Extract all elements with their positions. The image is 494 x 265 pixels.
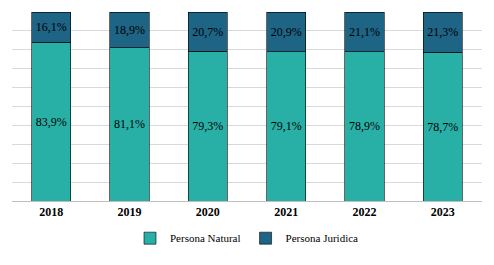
svg-text:79,3%: 79,3% <box>192 119 223 133</box>
svg-text:20,9%: 20,9% <box>271 25 302 39</box>
svg-text:2023: 2023 <box>431 205 455 219</box>
svg-text:83,9%: 83,9% <box>36 115 67 129</box>
svg-text:81,1%: 81,1% <box>114 117 145 131</box>
svg-text:2018: 2018 <box>39 205 63 219</box>
svg-text:79,1%: 79,1% <box>271 119 302 133</box>
svg-text:78,9%: 78,9% <box>349 119 380 133</box>
svg-text:18,9%: 18,9% <box>114 23 145 37</box>
svg-text:2019: 2019 <box>118 205 142 219</box>
svg-text:2022: 2022 <box>353 205 377 219</box>
svg-text:21,3%: 21,3% <box>427 25 458 39</box>
svg-text:Persona Natural: Persona Natural <box>170 232 241 244</box>
svg-text:Persona Juridica: Persona Juridica <box>286 232 359 244</box>
svg-text:16,1%: 16,1% <box>36 20 67 34</box>
svg-text:20,7%: 20,7% <box>192 25 223 39</box>
svg-text:21,1%: 21,1% <box>349 25 380 39</box>
svg-text:78,7%: 78,7% <box>427 120 458 134</box>
svg-text:2020: 2020 <box>196 205 220 219</box>
svg-text:2021: 2021 <box>274 205 298 219</box>
